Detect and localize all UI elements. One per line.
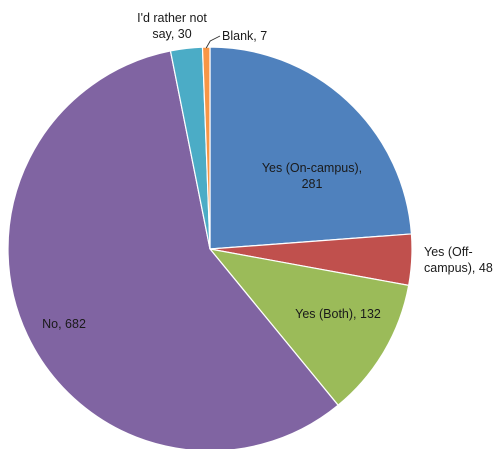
pie-slices [7,46,413,449]
data-label-yes-on-campus: Yes (On-campus), 281 [262,161,362,191]
data-labels: Yes (On-campus), 281 Yes (Off-campus), 48 Y… [42,11,493,331]
data-label-blank: Blank, 7 [222,29,267,43]
pie-slice-no [7,50,339,449]
leader-line-blank [205,35,221,49]
data-label-no: No, 682 [42,317,86,331]
pie-slice-yes-both [208,248,410,407]
pie-slice-yes-on-campus [209,46,413,250]
data-label-i-d-rather-not-say: I'd rather not say, 30 [137,11,207,41]
leader-lines [205,35,221,49]
data-label-yes-off-campus: Yes (Off-campus), 48 [424,245,493,275]
data-label-yes-both: Yes (Both), 132 [295,307,381,321]
